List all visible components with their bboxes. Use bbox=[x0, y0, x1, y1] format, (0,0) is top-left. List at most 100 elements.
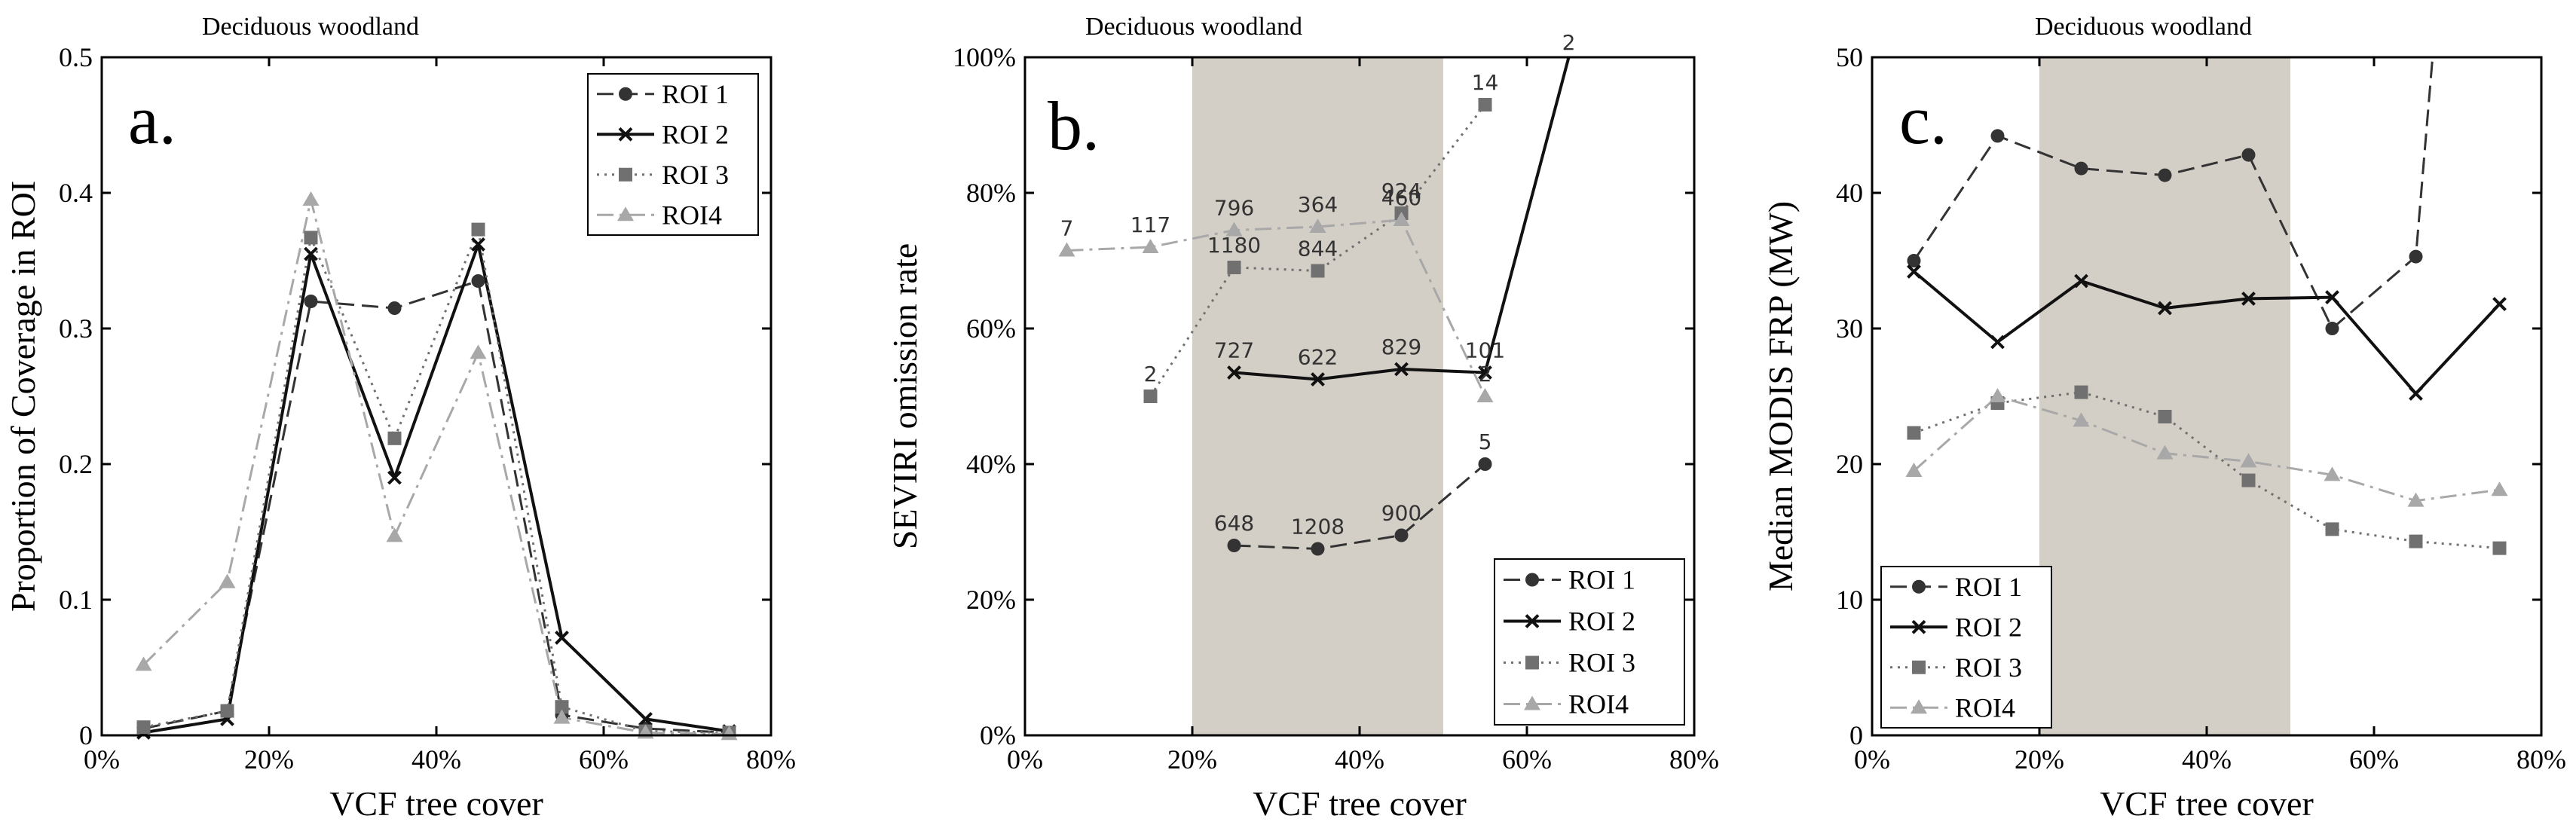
panel-a-x-tick-label: 40% bbox=[411, 744, 461, 774]
panel-a-x-tick-label: 20% bbox=[244, 744, 294, 774]
panel-b-series-line-roi3 bbox=[1149, 104, 1486, 397]
panel-b-y-tick-label: 20% bbox=[966, 585, 1016, 615]
panel-a-y-ticks: 0 0.1 0.2 0.3 0.4 0.5 bbox=[59, 42, 771, 750]
panel-b-legend-marker-roi2 bbox=[1525, 614, 1540, 628]
panel-b-legend-label-roi4: ROI4 bbox=[1568, 689, 1629, 719]
panel-a-legend-marker-roi4 bbox=[617, 206, 634, 221]
panel-b-point-roi1 bbox=[1478, 457, 1492, 471]
panel-b-point-roi2 bbox=[1311, 372, 1325, 386]
panel-c-point-roi3 bbox=[2158, 410, 2172, 423]
panel-b-label: b. bbox=[1048, 87, 1100, 164]
panel-b-series-line-roi1 bbox=[1234, 463, 1486, 550]
panel-b-point-roi3 bbox=[1227, 261, 1241, 274]
panel-b-x-ticks: 0% 20% 40% 60% 80% bbox=[1007, 57, 1719, 774]
panel-c-y-tick-label: 20 bbox=[1836, 449, 1863, 479]
panel-a-point-roi3 bbox=[471, 222, 485, 237]
panel-a-y-tick-label: 0.5 bbox=[59, 42, 93, 72]
panel-a-point-roi4 bbox=[302, 191, 320, 206]
panel-c-y-tick-label: 30 bbox=[1836, 313, 1863, 344]
panel-c-point-roi2 bbox=[2241, 291, 2256, 306]
panel-a-y-tick-label: 0 bbox=[79, 720, 93, 750]
panel-b-legend-label-roi2: ROI 2 bbox=[1568, 606, 1635, 637]
panel-c-legend-box bbox=[1880, 566, 2052, 729]
panel-b-point-label: 2 bbox=[1479, 362, 1492, 386]
panel-a-point-roi3 bbox=[220, 704, 234, 718]
panel-a-legend-label-roi2: ROI 2 bbox=[662, 119, 729, 149]
panel-b-point-roi2 bbox=[1478, 365, 1492, 380]
panel-c-ylabel: Median MODIS FRP (MW) bbox=[1761, 201, 1800, 591]
panel-b-point-roi3 bbox=[1311, 264, 1325, 278]
panel-a-point-roi3 bbox=[136, 720, 151, 735]
panel-b-legend-marker-roi3 bbox=[1525, 655, 1539, 670]
panel-b-point-label: 117 bbox=[1130, 212, 1170, 237]
panel-b-point-roi4 bbox=[1393, 212, 1410, 226]
panel-a-label: a. bbox=[128, 81, 176, 158]
panel-c-series-line-roi2 bbox=[1913, 270, 2501, 396]
panel-b-point-label: 1208 bbox=[1291, 515, 1345, 539]
panel-b-ylabel: SEVIRI omission rate bbox=[886, 243, 924, 549]
panel-a-point-roi3 bbox=[555, 700, 569, 714]
panel-c-point-roi4 bbox=[2240, 453, 2257, 468]
panel-b-x-tick-label: 20% bbox=[1167, 744, 1217, 774]
panel-b-point-label: 2 bbox=[1144, 362, 1158, 386]
panel-b-x-tick-label: 0% bbox=[1007, 744, 1043, 774]
panel-c-legend: ROI 1 ROI 2 ROI 3 ROI4 bbox=[1880, 566, 2052, 729]
panel-c-point-roi2 bbox=[2325, 290, 2339, 305]
panel-a-legend-label-roi3: ROI 3 bbox=[662, 160, 729, 190]
panel-c-label: c. bbox=[1899, 81, 1947, 158]
panel-c-point-roi3 bbox=[1907, 426, 1921, 440]
panel-b-x-tick-label: 80% bbox=[1669, 744, 1719, 774]
panel-c-point-roi4 bbox=[2073, 412, 2090, 427]
panel-c-point-roi2 bbox=[1907, 264, 1921, 279]
panel-b-x-tick-label: 40% bbox=[1335, 744, 1384, 774]
panel-b-y-ticks: 0% 20% 40% 60% 80% 100% bbox=[953, 42, 1694, 750]
panel-b-legend-box bbox=[1494, 558, 1685, 726]
panel-c-xlabel: VCF tree cover bbox=[2100, 784, 2314, 823]
panel-a-legend-box bbox=[587, 73, 759, 236]
panel-c-point-roi3 bbox=[2325, 522, 2339, 536]
panel-c-legend-marker-roi3 bbox=[1912, 660, 1926, 674]
panel-a-title: Deciduous woodland bbox=[202, 13, 419, 41]
panel-a-ylabel: Proportion of Coverage in ROI bbox=[4, 181, 42, 612]
panel-a-xlabel: VCF tree cover bbox=[329, 784, 543, 823]
panel-b-shaded-region bbox=[1192, 57, 1443, 735]
panel-a-point-roi2 bbox=[387, 470, 402, 485]
panel-b-point-roi4 bbox=[1058, 242, 1075, 257]
panel-a-legend-marker-roi1 bbox=[619, 87, 632, 101]
panel-b-point-label: 844 bbox=[1298, 237, 1338, 261]
panel-a-y-tick-label: 0.1 bbox=[59, 585, 93, 615]
panel-b-legend-label-roi1: ROI 1 bbox=[1568, 565, 1635, 595]
panel-a-x-tick-label: 60% bbox=[579, 744, 629, 774]
panel-c-point-roi4 bbox=[2156, 445, 2174, 460]
panel-b-point-label: 2 bbox=[1562, 30, 1576, 55]
panel-c-legend-label-roi2: ROI 2 bbox=[1955, 612, 2022, 642]
panel-b-point-roi2 bbox=[1227, 365, 1241, 380]
panel-a: Deciduous woodland a. 0% 20% 40% 60% 80% 0 0.… bbox=[4, 13, 796, 823]
panel-c-legend-label-roi3: ROI 3 bbox=[1955, 652, 2022, 683]
panel-b-point-roi4 bbox=[1142, 239, 1159, 253]
panel-c-point-roi1 bbox=[2074, 161, 2088, 176]
panel-c-legend-marker-roi2 bbox=[1911, 619, 1926, 634]
panel-c-series-line-roi1 bbox=[1913, 57, 2434, 330]
panel-c-point-roi1 bbox=[2241, 148, 2256, 162]
panel-a-legend-label-roi4: ROI4 bbox=[662, 200, 722, 230]
panel-b-y-tick-label: 80% bbox=[966, 178, 1016, 208]
panel-c-point-roi2 bbox=[1990, 335, 2005, 350]
panel-b-point-roi3 bbox=[1478, 98, 1492, 112]
panel-c-point-roi2 bbox=[2492, 297, 2507, 312]
panel-b-legend: ROI 1 ROI 2 ROI 3 ROI4 bbox=[1494, 558, 1685, 726]
panel-a-y-tick-label: 0.2 bbox=[59, 449, 93, 479]
panel-c-point-roi1 bbox=[2158, 168, 2172, 182]
panel-a-x-tick-label: 80% bbox=[746, 744, 796, 774]
panel-a-point-roi3 bbox=[304, 231, 318, 245]
panel-a-point-roi2 bbox=[555, 630, 569, 645]
panel-b-legend-label-roi3: ROI 3 bbox=[1568, 648, 1635, 678]
panel-c-point-roi2 bbox=[2409, 386, 2423, 401]
panel-b-title: Deciduous woodland bbox=[1085, 13, 1302, 41]
panel-b-series-line-roi4 bbox=[1066, 218, 1486, 397]
panel-b-point-roi3 bbox=[1143, 390, 1158, 403]
panel-c-point-roi1 bbox=[2325, 322, 2339, 335]
panel-a-point-roi2 bbox=[304, 246, 318, 261]
